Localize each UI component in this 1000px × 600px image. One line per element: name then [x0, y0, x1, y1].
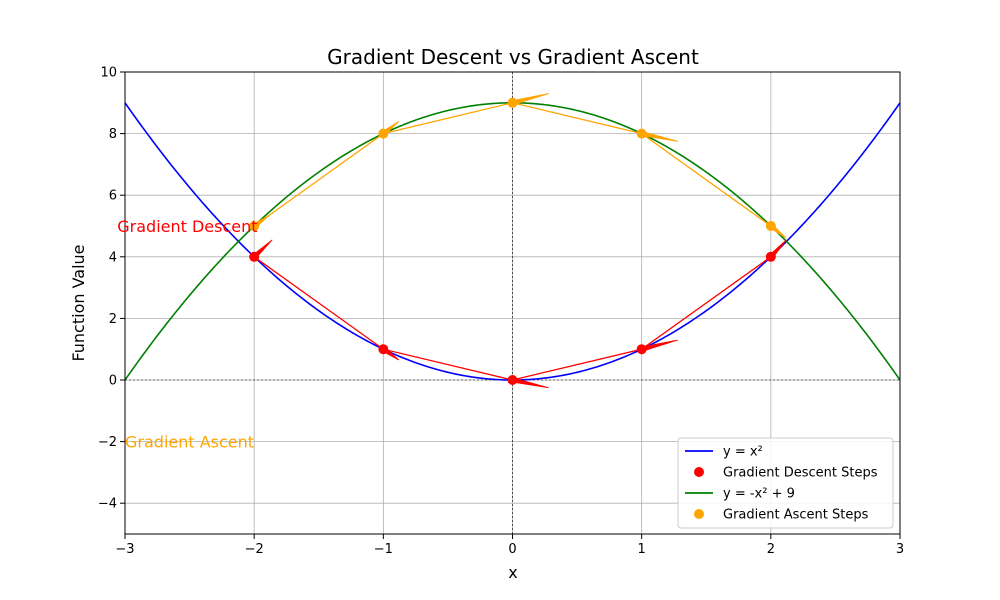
x-tick-label: −1 [374, 542, 393, 557]
gradient-ascent-annotation: Gradient Ascent [125, 433, 254, 452]
y-tick-label: 8 [109, 127, 117, 142]
descent-step-point [378, 344, 389, 355]
legend-label: Gradient Descent Steps [723, 466, 878, 481]
legend-marker-swatch [694, 467, 704, 477]
y-tick-label: 6 [109, 189, 117, 204]
x-tick-label: −3 [115, 542, 134, 557]
x-tick-label: 1 [638, 542, 646, 557]
legend-label: y = x² [723, 445, 763, 460]
x-tick-label: 3 [896, 542, 904, 557]
y-tick-label: 10 [100, 66, 117, 81]
x-tick-label: 0 [508, 542, 516, 557]
y-tick-label: 2 [109, 312, 117, 327]
legend-label: y = -x² + 9 [723, 487, 795, 502]
descent-step-point [636, 344, 647, 355]
chart-title: Gradient Descent vs Gradient Ascent [327, 45, 699, 69]
legend-marker-swatch [694, 509, 704, 519]
descent-step-point [249, 251, 260, 262]
legend-label: Gradient Ascent Steps [723, 508, 869, 523]
y-tick-label: −2 [98, 435, 117, 450]
x-tick-label: −2 [245, 542, 264, 557]
ascent-step-point [249, 221, 260, 231]
y-tick-label: 0 [109, 374, 117, 389]
gradient-descent-annotation: Gradient Descent [117, 217, 257, 236]
legend: y = x² Gradient Descent Steps y = -x² + 9 G… [677, 437, 894, 529]
ascent-step-point [378, 128, 389, 139]
descent-step-point [765, 251, 776, 262]
ascent-step-point [636, 128, 647, 139]
y-tick-label: −4 [98, 497, 117, 512]
plot-area: −3 −2 −1 0 1 2 3 −4 −2 0 2 4 6 8 10 Gradient Descent Gra… [98, 66, 904, 558]
series-group [125, 93, 900, 389]
ascent-step-point [765, 221, 776, 231]
y-axis-label: Function Value [69, 244, 88, 361]
ascent-step-point [507, 97, 518, 108]
gradient-arrow [640, 130, 678, 142]
legend-box [677, 437, 894, 529]
x-axis-label: x [508, 563, 517, 582]
descent-step-point [507, 375, 518, 385]
y-tick-label: 4 [109, 250, 117, 265]
x-tick-label: 2 [767, 542, 775, 557]
